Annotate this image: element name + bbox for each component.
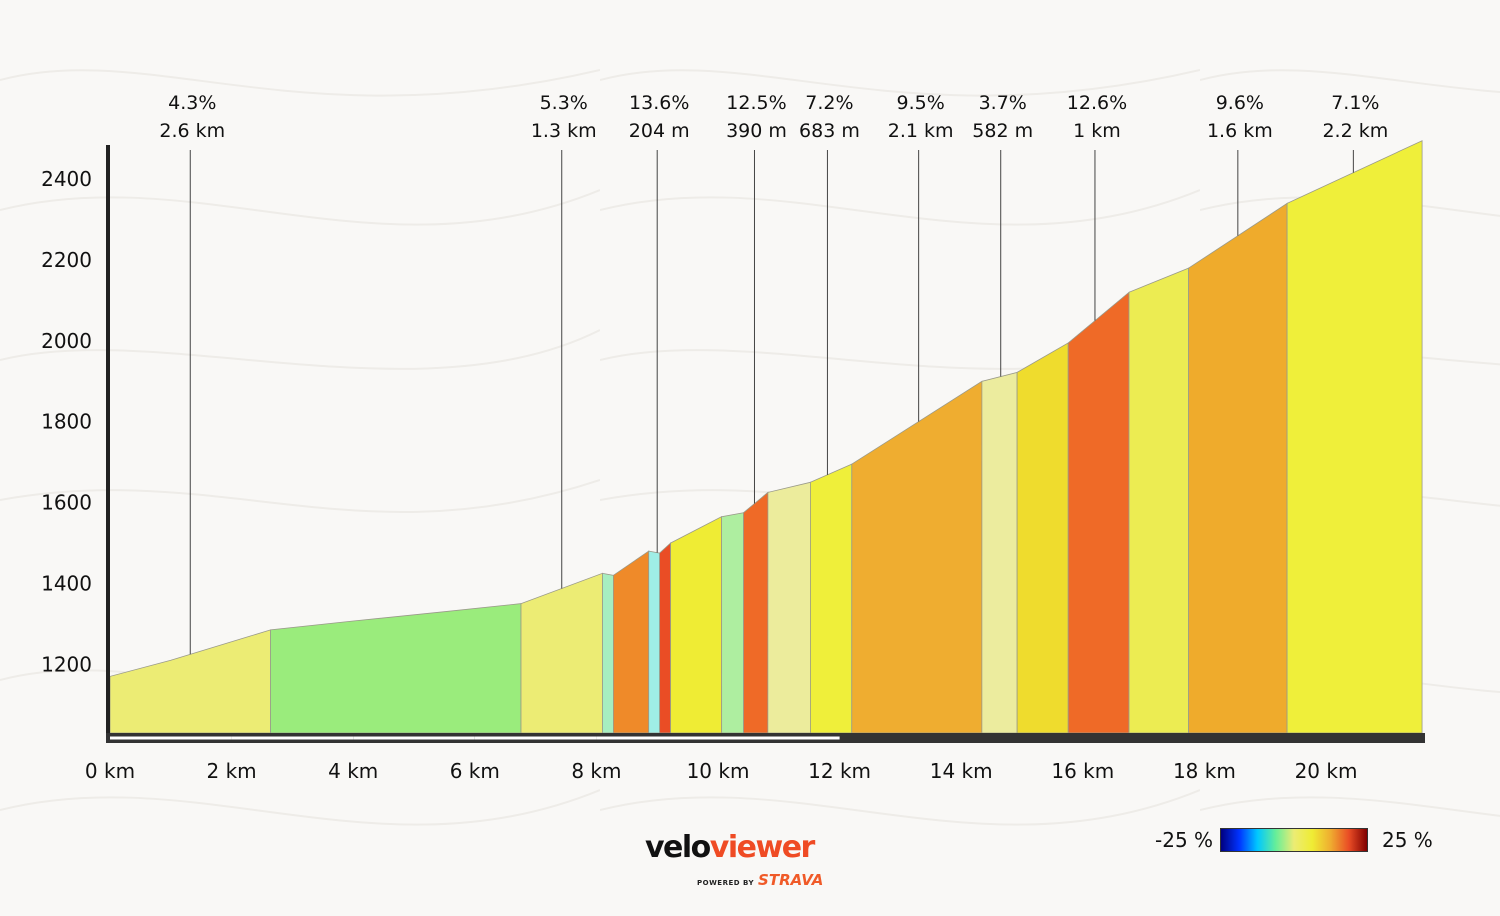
gradient-segment-15: [1016, 342, 1069, 734]
x-tick-label: 20 km: [1295, 759, 1358, 783]
x-tick-label: 18 km: [1173, 759, 1236, 783]
x-tick-label: 6 km: [450, 759, 500, 783]
annotation-length-2: 1.3 km: [531, 120, 597, 142]
gradient-segment-16: [1067, 291, 1130, 734]
gradient-segment-4: [602, 572, 614, 734]
annotation-length-9: 1.6 km: [1207, 120, 1273, 142]
x-tick-label: 2 km: [207, 759, 257, 783]
x-tick-label: 16 km: [1051, 759, 1114, 783]
y-tick-label: 1400: [41, 571, 92, 595]
annotation-gradient-9: 9.6%: [1216, 92, 1264, 114]
annotation-gradient-7: 3.7%: [979, 92, 1027, 114]
annotation-gradient-4: 12.5%: [726, 92, 786, 114]
gradient-segment-5: [612, 550, 650, 734]
x-tick-label: 12 km: [808, 759, 871, 783]
y-tick-label: 2400: [41, 167, 92, 191]
x-tick-label: 4 km: [328, 759, 378, 783]
annotation-gradient-6: 9.5%: [896, 92, 944, 114]
y-tick-label: 1200: [41, 652, 92, 676]
gradient-segment-9: [721, 512, 744, 734]
y-tick-label: 2200: [41, 248, 92, 272]
gradient-segment-8: [670, 516, 723, 734]
annotation-length-4: 390 m: [726, 120, 787, 142]
x-axis-ticks: 0 km 2 km 4 km 6 km 8 km 10 km 12 km 14 km 16 km…: [85, 759, 1358, 783]
annotation-length-10: 2.2 km: [1322, 120, 1388, 142]
gradient-legend: -25 % 25 %: [1150, 826, 1440, 856]
logo-strava-text: STRAVA: [758, 871, 824, 889]
annotation-length-3: 204 m: [629, 120, 690, 142]
annotation-length-6: 2.1 km: [888, 120, 954, 142]
x-tick-label: 14 km: [930, 759, 993, 783]
annotation-gradient-8: 12.6%: [1067, 92, 1127, 114]
gradient-segment-10: [743, 491, 769, 734]
annotation-length-5: 683 m: [799, 120, 860, 142]
legend-color-bar: [1220, 828, 1368, 852]
annotation-labels: 4.3% 2.6 km 5.3% 1.3 km 13.6% 204 m 12.5% 390 m…: [159, 92, 1388, 142]
logo-powered-by: POWERED BY STRAVA: [697, 870, 823, 889]
logo-powered-text: POWERED BY: [697, 879, 755, 887]
annotation-gradient-10: 7.1%: [1331, 92, 1379, 114]
logo-velo-text: velo: [645, 830, 711, 865]
annotation-length-1: 2.6 km: [159, 120, 225, 142]
gradient-segment-18: [1188, 202, 1288, 734]
annotation-gradient-5: 7.2%: [805, 92, 853, 114]
annotation-gradient-1: 4.3%: [168, 92, 216, 114]
gradient-segment-17: [1128, 267, 1190, 734]
annotation-lines: [189, 150, 1354, 655]
legend-min-label: -25 %: [1155, 828, 1214, 852]
gradient-segment-7: [659, 542, 672, 734]
gradient-segment-11: [767, 481, 811, 734]
gradient-segment-19: [1286, 140, 1423, 734]
y-tick-label: 1800: [41, 410, 92, 434]
logo-viewer-text: viewer: [709, 830, 816, 865]
gradient-segment-14: [981, 371, 1018, 734]
y-axis-ticks: 1200 1400 1600 1800 2000 2200 2400: [41, 167, 92, 676]
annotation-gradient-3: 13.6%: [629, 92, 689, 114]
logo-wordmark: veloviewer: [645, 830, 816, 866]
y-tick-label: 1600: [41, 491, 92, 515]
annotation-length-7: 582 m: [972, 120, 1033, 142]
axes: [106, 145, 1425, 743]
gradient-segment-6: [648, 550, 661, 734]
annotation-length-8: 1 km: [1073, 120, 1121, 142]
legend-max-label: 25 %: [1382, 828, 1433, 852]
gradient-segments: [109, 140, 1423, 734]
y-tick-label: 2000: [41, 329, 92, 353]
gradient-segment-12: [809, 463, 853, 734]
veloviewer-logo: veloviewer POWERED BY STRAVA: [645, 830, 825, 890]
x-tick-label: 8 km: [571, 759, 621, 783]
x-tick-label: 10 km: [687, 759, 750, 783]
annotation-gradient-2: 5.3%: [540, 92, 588, 114]
x-tick-label: 0 km: [85, 759, 135, 783]
